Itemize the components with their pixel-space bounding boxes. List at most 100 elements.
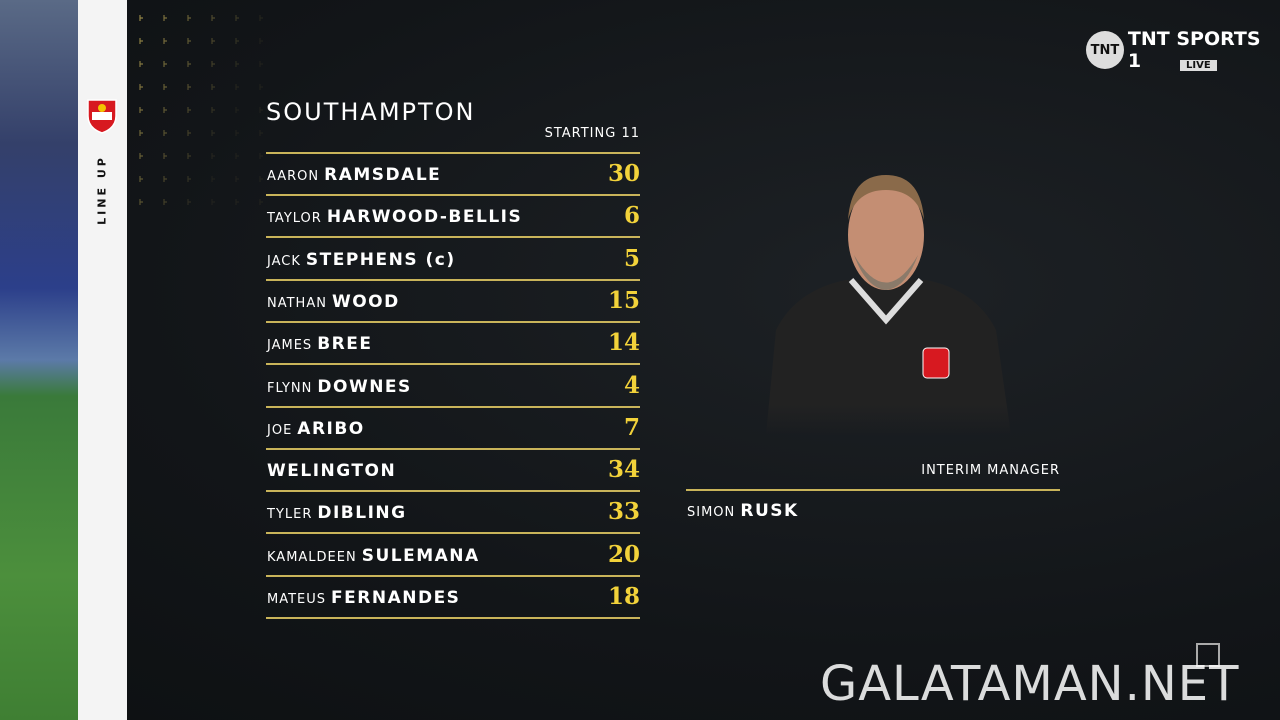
player-name: KAMALDEEN SULEMANA — [267, 546, 480, 566]
shirt-number: 7 — [623, 413, 640, 441]
player-name: FLYNN DOWNES — [267, 377, 412, 397]
shirt-number: 34 — [607, 456, 640, 484]
divider — [266, 405, 640, 408]
manager-first-name: SIMON — [687, 505, 736, 520]
decor-dot — [259, 15, 263, 21]
first-name: AARON — [267, 169, 320, 184]
decor-dot — [139, 38, 143, 44]
manager-photo — [766, 175, 1011, 435]
first-name: KAMALDEEN — [267, 549, 357, 565]
subtitle: STARTING 11 — [544, 126, 640, 141]
divider — [266, 447, 640, 450]
decor-dot — [139, 107, 143, 113]
decor-dot — [163, 61, 167, 67]
first-name: TYLER — [267, 507, 313, 523]
player-row: TYLER DIBLING 33 — [266, 491, 640, 535]
divider — [266, 574, 640, 577]
player-name: MATEUS FERNANDES — [267, 588, 460, 608]
last-name: STEPHENS (c) — [305, 249, 456, 270]
decor-dot — [235, 153, 239, 159]
decor-dot — [259, 84, 263, 90]
shirt-number: 14 — [607, 329, 640, 357]
player-name: WELINGTON — [267, 461, 396, 481]
side-label-box: LINE UP — [78, 150, 127, 230]
divider — [686, 489, 1060, 491]
divider — [266, 194, 640, 196]
decor-dot — [211, 153, 215, 159]
shirt-number: 33 — [607, 498, 640, 526]
side-label: LINE UP — [95, 155, 109, 225]
decor-dot — [187, 153, 191, 159]
player-row: JAMES BREE 14 — [266, 322, 640, 366]
divider — [266, 278, 640, 281]
decor-dot — [163, 84, 167, 90]
last-name: SULEMANA — [361, 545, 480, 566]
first-name: TAYLOR — [267, 211, 322, 227]
decor-dot — [211, 61, 215, 67]
decor-dot — [235, 176, 239, 182]
shirt-number: 4 — [623, 371, 640, 399]
decor-dot — [235, 199, 239, 205]
last-name: HARWOOD-BELLIS — [326, 207, 523, 228]
decor-dot — [139, 15, 143, 21]
decor-dot — [235, 107, 239, 113]
divider — [266, 152, 640, 154]
team-name: SOUTHAMPTON — [266, 98, 476, 126]
shirt-number: 15 — [607, 286, 640, 314]
player-row: KAMALDEEN SULEMANA 20 — [266, 534, 640, 577]
last-name: WOOD — [331, 291, 400, 312]
player-row: JOE ARIBO 7 — [266, 407, 640, 450]
first-name: MATEUS — [267, 592, 327, 607]
player-name: JAMES BREE — [267, 334, 372, 354]
shirt-number: 18 — [607, 583, 640, 610]
decor-dot — [259, 153, 263, 159]
decor-dot — [259, 107, 263, 113]
corner-box — [1196, 643, 1220, 667]
divider — [266, 363, 640, 366]
divider — [266, 320, 640, 323]
decor-dot — [211, 199, 215, 205]
manager-last-name: RUSK — [740, 501, 799, 521]
broadcaster-logo: TNT TNT SPORTS 1 LIVE — [1086, 28, 1280, 72]
decor-dot — [187, 176, 191, 182]
player-name: TAYLOR HARWOOD-BELLIS — [267, 207, 522, 227]
tnt-icon: TNT — [1086, 31, 1124, 69]
decor-dot — [139, 84, 143, 90]
player-name: JACK STEPHENS (c) — [267, 250, 456, 270]
first-name: JOE — [267, 422, 293, 438]
player-row: NATHAN WOOD 15 — [266, 280, 640, 323]
decor-dot — [259, 61, 263, 67]
live-badge: LIVE — [1180, 60, 1217, 71]
divider — [266, 236, 640, 239]
player-row: WELINGTON 34 — [266, 449, 640, 493]
player-row: TAYLOR HARWOOD-BELLIS 6 — [266, 195, 640, 239]
watermark: GALATAMAN.NET — [820, 656, 1240, 712]
manager-role: INTERIM MANAGER — [921, 463, 1060, 478]
first-name: NATHAN — [267, 295, 327, 311]
decor-dot — [211, 84, 215, 90]
shirt-number: 5 — [623, 244, 640, 272]
decor-dot — [235, 15, 239, 21]
decor-dot — [187, 107, 191, 113]
decor-dot — [187, 38, 191, 44]
stadium-background — [0, 0, 78, 720]
manager-name: SIMON RUSK — [687, 501, 799, 521]
decor-dot — [235, 130, 239, 136]
player-row: FLYNN DOWNES 4 — [266, 365, 640, 408]
decor-dot — [259, 199, 263, 205]
decor-dot — [211, 38, 215, 44]
last-name: RAMSDALE — [324, 165, 442, 185]
decor-dot — [139, 153, 143, 159]
decor-dots — [139, 15, 263, 205]
shirt-number: 30 — [607, 160, 640, 187]
decor-dot — [163, 176, 167, 182]
last-name: DOWNES — [317, 376, 412, 397]
first-name: FLYNN — [267, 380, 313, 396]
decor-dot — [211, 130, 215, 136]
decor-dot — [259, 38, 263, 44]
player-row: MATEUS FERNANDES 18 — [266, 576, 640, 619]
shirt-number: 20 — [607, 540, 640, 568]
decor-dot — [139, 61, 143, 67]
decor-dot — [187, 61, 191, 67]
